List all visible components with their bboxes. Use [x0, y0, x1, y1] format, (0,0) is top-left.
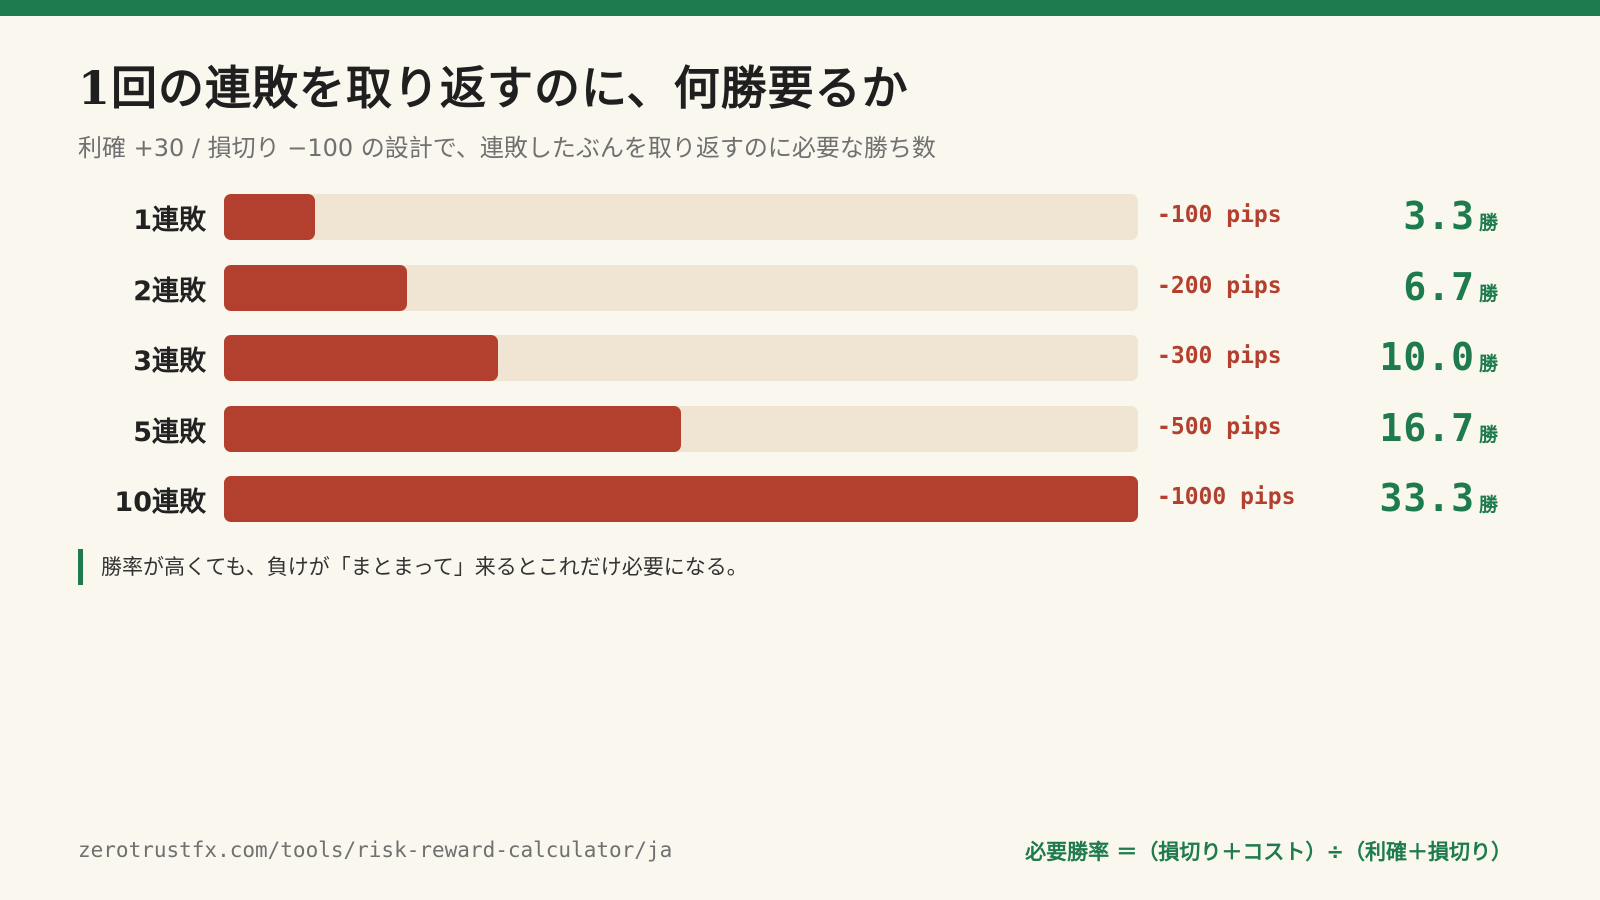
wins-needed-value: 16.7: [1379, 406, 1475, 450]
loss-pips-label: -100 pips: [1157, 202, 1282, 228]
footer-formula: 必要勝率 ＝（損切り＋コスト）÷（利確＋損切り）: [1025, 840, 1512, 864]
wins-needed: 3.3 勝: [1403, 194, 1498, 238]
loss-pips-label: -500 pips: [1157, 414, 1282, 440]
category-label: 2連敗: [133, 276, 206, 307]
bar-track: [224, 335, 1138, 381]
note-callout: 勝率が高くても、負けが「まとまって」来るとこれだけ必要になる。: [78, 549, 748, 585]
loss-pips-label: -200 pips: [1157, 273, 1282, 299]
wins-unit-label: 勝: [1478, 494, 1498, 516]
bar-track: [224, 265, 1138, 311]
page-subtitle: 利確 +30 / 損切り −100 の設計で、連敗したぶんを取り返すのに必要な勝…: [78, 134, 936, 162]
wins-unit-label: 勝: [1478, 353, 1498, 375]
bar-track: [224, 476, 1138, 522]
chart-row: 2連敗 -200 pips 6.7 勝: [0, 265, 1600, 311]
loss-pips-label: -300 pips: [1157, 343, 1282, 369]
loss-bar: [224, 476, 1138, 522]
bar-track: [224, 406, 1138, 452]
wins-needed-value: 3.3: [1403, 194, 1475, 238]
chart-row: 1連敗 -100 pips 3.3 勝: [0, 194, 1600, 240]
category-label: 1連敗: [133, 205, 206, 236]
chart-row: 5連敗 -500 pips 16.7 勝: [0, 406, 1600, 452]
wins-needed: 6.7 勝: [1403, 265, 1498, 309]
wins-needed: 16.7 勝: [1379, 406, 1498, 450]
chart-row: 3連敗 -300 pips 10.0 勝: [0, 335, 1600, 381]
wins-unit-label: 勝: [1478, 283, 1498, 305]
wins-unit-label: 勝: [1478, 212, 1498, 234]
chart-row: 10連敗 -1000 pips 33.3 勝: [0, 476, 1600, 522]
bar-track: [224, 194, 1138, 240]
wins-needed: 10.0 勝: [1379, 335, 1498, 379]
loss-pips-label: -1000 pips: [1157, 484, 1296, 510]
page-title: 1回の連敗を取り返すのに、何勝要るか: [78, 61, 909, 115]
wins-needed: 33.3 勝: [1379, 476, 1498, 520]
wins-needed-value: 6.7: [1403, 265, 1475, 309]
loss-bar: [224, 194, 315, 240]
footer-url: zerotrustfx.com/tools/risk-reward-calcul…: [78, 838, 673, 862]
category-label: 5連敗: [133, 417, 206, 448]
category-label: 10連敗: [114, 487, 206, 518]
top-accent-strip: [0, 0, 1600, 16]
wins-unit-label: 勝: [1478, 424, 1498, 446]
loss-bar: [224, 265, 407, 311]
loss-bar: [224, 335, 498, 381]
wins-needed-value: 33.3: [1379, 476, 1475, 520]
wins-needed-value: 10.0: [1379, 335, 1475, 379]
category-label: 3連敗: [133, 346, 206, 377]
loss-bar: [224, 406, 681, 452]
